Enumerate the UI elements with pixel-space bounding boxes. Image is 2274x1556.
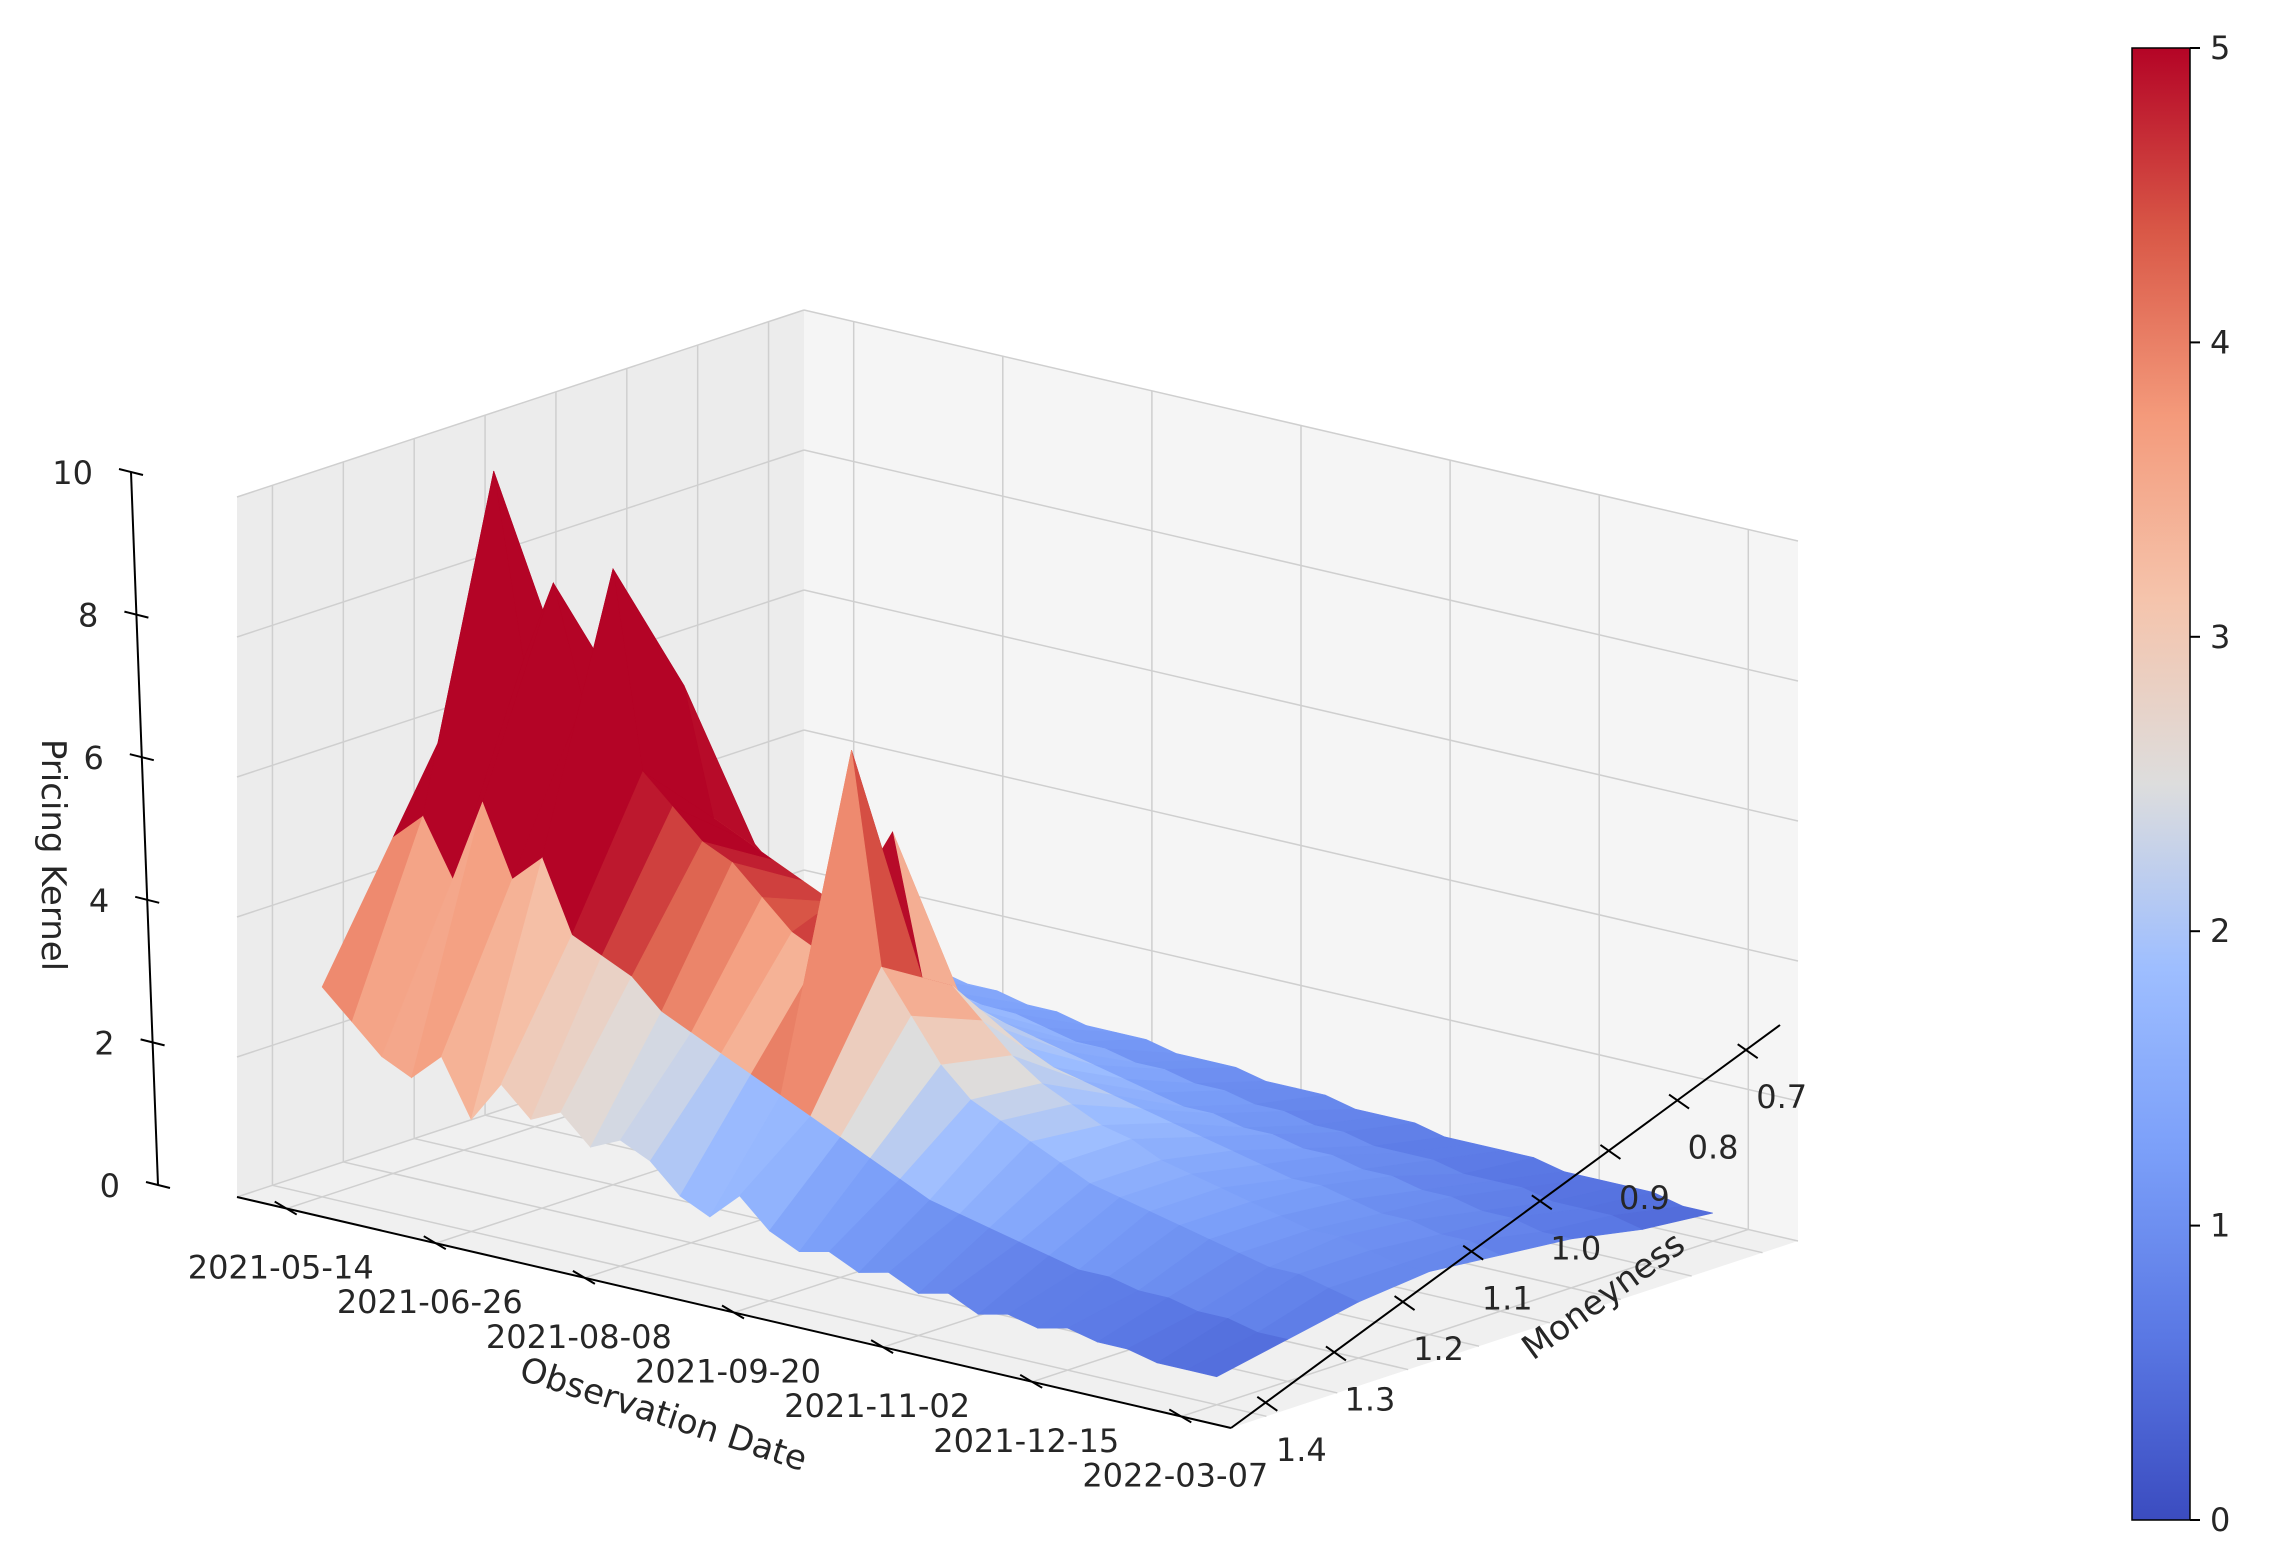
z-tick-label: 2	[94, 1024, 114, 1062]
y-tick-label: 0.9	[1619, 1179, 1670, 1217]
x-tick-mark	[423, 1235, 447, 1251]
x-tick-label: 2022-03-07	[1082, 1456, 1268, 1494]
x-tick-label: 2021-08-08	[486, 1318, 672, 1356]
x-tick-mark	[1168, 1408, 1192, 1424]
y-tick-mark	[1325, 1345, 1347, 1362]
y-axis-line	[1230, 1024, 1781, 1429]
y-tick-mark	[1393, 1295, 1416, 1311]
z-tick-mark	[124, 610, 149, 619]
y-tick-mark	[1256, 1395, 1278, 1412]
x-tick-mark	[572, 1269, 596, 1285]
x-tick-label: 2021-12-15	[933, 1422, 1119, 1460]
grid-line	[236, 309, 805, 498]
x-tick-label: 2021-06-26	[337, 1283, 523, 1321]
y-tick-mark	[1668, 1093, 1690, 1110]
grid-line	[1181, 1228, 1749, 1418]
x-tick-mark	[274, 1200, 298, 1216]
z-tick-label: 8	[78, 597, 98, 635]
y-tick-label: 1.3	[1344, 1380, 1395, 1418]
y-tick-label: 1.1	[1482, 1280, 1533, 1318]
y-tick-label: 0.7	[1756, 1078, 1807, 1116]
x-tick-label: 2021-05-14	[188, 1249, 374, 1287]
z-tick-label: 10	[52, 454, 93, 492]
colorbar-tick-label: 5	[2210, 29, 2230, 67]
y-tick-mark	[1737, 1043, 1759, 1060]
z-tick-label: 6	[83, 739, 103, 777]
y-tick-mark	[1599, 1144, 1622, 1160]
colorbar-tick-label: 3	[2210, 618, 2230, 656]
colorbar-tick-label: 1	[2210, 1207, 2230, 1245]
x-tick-mark	[870, 1339, 894, 1355]
x-tick-mark	[721, 1304, 745, 1320]
y-tick-label: 1.4	[1276, 1431, 1327, 1469]
x-tick-label: 2021-11-02	[784, 1387, 970, 1425]
axis-lines	[118, 468, 1781, 1429]
colorbar-tick-label: 4	[2210, 323, 2230, 361]
z-tick-mark	[118, 468, 144, 476]
colorbar-tick-label: 2	[2210, 912, 2230, 950]
y-tick-mark	[1531, 1194, 1553, 1211]
y-tick-label: 0.8	[1688, 1129, 1739, 1167]
grid-line	[236, 449, 805, 638]
z-tick-mark	[145, 1181, 171, 1189]
colorbar	[2131, 47, 2191, 1521]
tick-labels: 02468102021-05-142021-06-262021-08-08202…	[52, 454, 1807, 1494]
z-axis-title: Pricing Kernel	[33, 739, 73, 971]
x-tick-label: 2021-09-20	[635, 1353, 821, 1391]
z-tick-label: 0	[100, 1167, 120, 1205]
colorbar-tick-label: 0	[2210, 1501, 2230, 1539]
z-tick-mark	[129, 753, 155, 762]
x-tick-mark	[1019, 1373, 1043, 1389]
z-axis-line	[130, 471, 159, 1186]
surface-facet	[1186, 1332, 1289, 1378]
surface-plot	[321, 470, 1713, 1378]
z-tick-mark	[134, 895, 160, 904]
y-tick-mark	[1462, 1244, 1484, 1261]
z-tick-mark	[140, 1038, 165, 1047]
z-tick-label: 4	[89, 882, 109, 920]
colorbar-ticks: 0 1 2 3 4 5	[2190, 29, 2230, 1539]
y-tick-label: 1.0	[1550, 1229, 1601, 1267]
y-tick-label: 1.2	[1413, 1330, 1464, 1368]
